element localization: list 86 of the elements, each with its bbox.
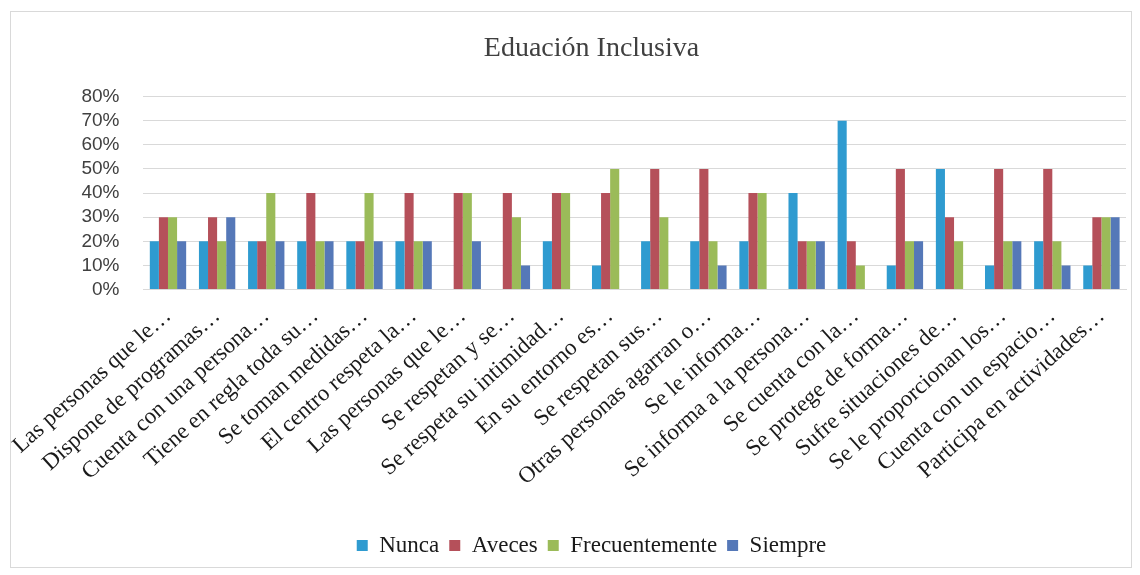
legend-label: Nunca	[379, 531, 440, 557]
bar	[699, 168, 709, 290]
bar	[297, 241, 307, 290]
bar	[462, 193, 472, 290]
bar	[1083, 265, 1093, 290]
y-tick-label: 80%	[81, 84, 120, 106]
bar	[471, 241, 481, 290]
y-tick-label: 20%	[81, 229, 120, 251]
bar	[1061, 265, 1071, 290]
bar	[895, 168, 905, 290]
bar	[346, 241, 356, 290]
bar	[797, 241, 807, 290]
bar	[257, 241, 267, 290]
bar	[591, 265, 602, 290]
bar	[1043, 168, 1053, 290]
bar	[855, 265, 865, 290]
bar	[422, 241, 432, 290]
bar	[846, 241, 856, 290]
bar	[886, 265, 896, 290]
bar	[248, 241, 258, 290]
bar	[1101, 217, 1111, 290]
bar	[641, 241, 651, 290]
bar	[511, 217, 521, 290]
bar	[985, 265, 995, 290]
legend-label: Aveces	[471, 531, 538, 557]
bar	[739, 241, 749, 290]
bar	[275, 241, 285, 290]
legend-label: Frecuentemente	[570, 531, 718, 557]
bar	[748, 193, 758, 290]
bar	[208, 217, 218, 290]
bar	[944, 217, 955, 290]
bar	[266, 193, 276, 290]
y-tick-label: 0%	[91, 277, 120, 299]
legend-label: Siempre	[749, 531, 827, 557]
bar	[601, 193, 611, 290]
bar	[717, 265, 727, 290]
y-tick-label: 40%	[81, 181, 120, 203]
bar	[315, 241, 325, 290]
y-tick-label: 30%	[81, 205, 120, 227]
bar	[610, 168, 620, 290]
bar	[788, 193, 798, 290]
bar	[364, 193, 374, 290]
bar	[413, 241, 423, 290]
bar	[806, 241, 816, 290]
y-tick-label: 60%	[81, 133, 120, 155]
bar	[837, 120, 847, 290]
bar	[757, 193, 767, 290]
bar	[542, 241, 552, 290]
y-tick-label: 70%	[81, 108, 120, 130]
bar	[815, 241, 825, 290]
bar	[217, 241, 227, 290]
bar	[324, 241, 334, 290]
bar	[1034, 241, 1044, 290]
bar	[1092, 217, 1102, 290]
bar	[914, 241, 924, 290]
bar	[149, 241, 159, 290]
bar	[708, 241, 718, 290]
bar	[650, 168, 660, 290]
bar	[177, 241, 187, 290]
y-tick-label: 50%	[81, 157, 120, 179]
bar	[1003, 241, 1013, 290]
bar	[659, 217, 669, 290]
bar	[935, 168, 945, 290]
chart-title: Eduación Inclusiva	[483, 31, 700, 63]
bar	[158, 217, 168, 290]
bar	[520, 265, 531, 290]
bar	[198, 241, 209, 290]
bar	[373, 241, 383, 290]
bar	[1110, 217, 1120, 290]
bar	[994, 168, 1004, 290]
bar	[226, 217, 236, 290]
bar	[453, 193, 463, 290]
bar	[561, 193, 571, 290]
bar	[306, 193, 316, 290]
bar	[1052, 241, 1062, 290]
bar	[954, 241, 964, 290]
bar	[502, 193, 512, 290]
bar	[690, 241, 700, 290]
bar	[1012, 241, 1022, 290]
bar	[395, 241, 405, 290]
bar	[551, 193, 562, 290]
bar	[404, 193, 414, 290]
bar	[355, 241, 365, 290]
bar	[167, 217, 178, 290]
y-tick-label: 10%	[81, 253, 120, 275]
bar	[904, 241, 915, 290]
